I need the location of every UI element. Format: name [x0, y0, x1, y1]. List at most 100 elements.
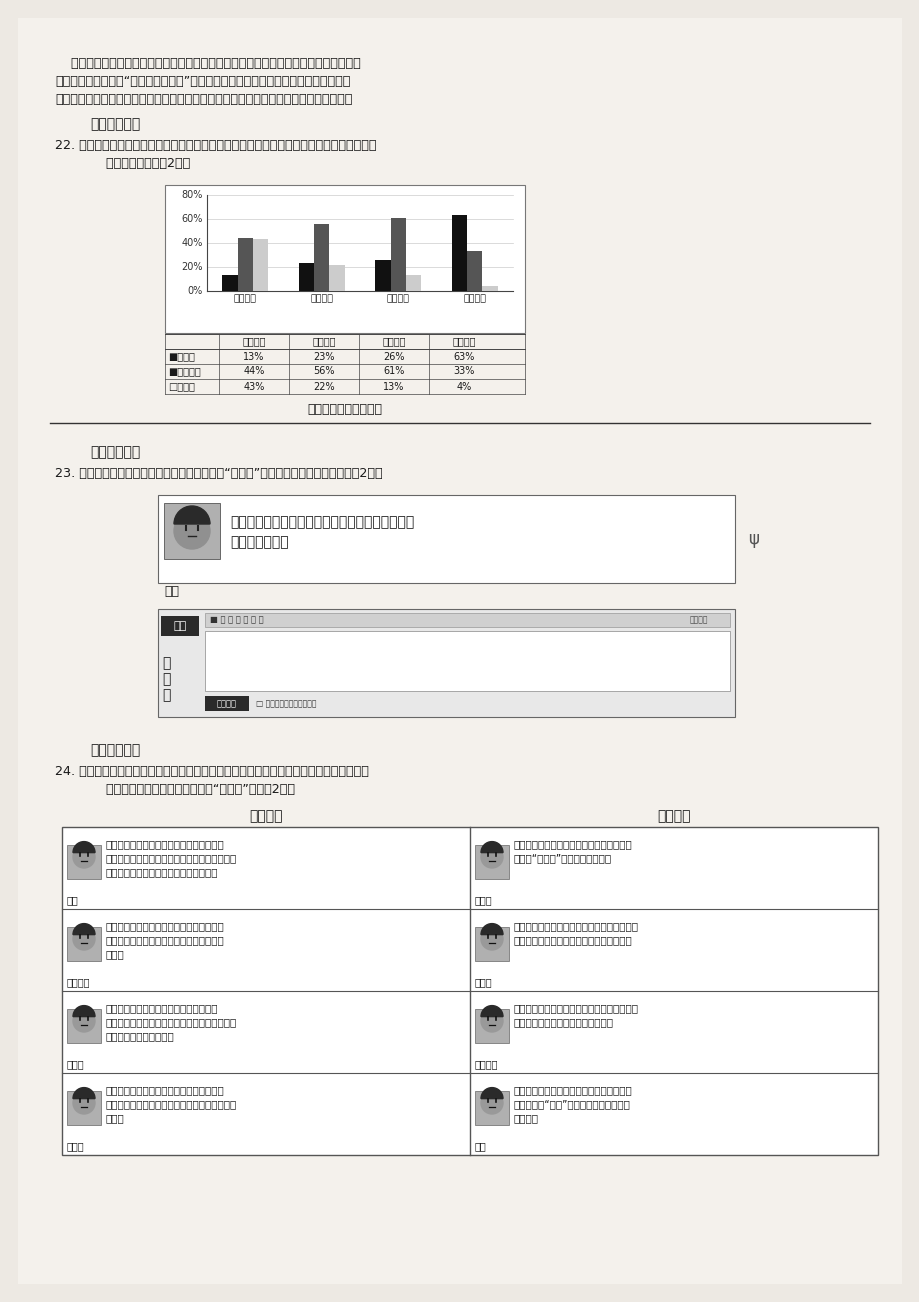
Text: □不喜欢: □不喜欢: [168, 381, 195, 392]
Text: 0%: 0%: [187, 286, 203, 296]
Text: 小秃乙: 小秃乙: [67, 1059, 85, 1069]
Circle shape: [73, 928, 95, 950]
Text: 言情小说: 言情小说: [312, 336, 335, 346]
FancyBboxPatch shape: [67, 845, 101, 879]
Text: 文学名著: 文学名著: [242, 336, 266, 346]
Circle shape: [481, 928, 503, 950]
Text: 项目完全不可理解，从成功里面提取费用，把本: 项目完全不可理解，从成功里面提取费用，把本: [106, 1017, 237, 1027]
Bar: [237, 238, 253, 292]
Text: 有趣，聊明和尚，还那么多么多情。: 有趣，聊明和尚，还那么多么多情。: [514, 1017, 613, 1027]
Bar: [222, 276, 237, 292]
FancyBboxPatch shape: [164, 503, 220, 559]
FancyBboxPatch shape: [205, 631, 729, 691]
Text: 22. 有同学在论坛里发起了关于阅读兴趣的调查，得到以下材料。请仔细阅读表格中的数据，: 22. 有同学在论坛里发起了关于阅读兴趣的调查，得到以下材料。请仔细阅读表格中的…: [55, 139, 376, 152]
Wedge shape: [73, 1005, 95, 1017]
Text: 作者是在映射当时英国政坛上各派别利和境: 作者是在映射当时英国政坛上各派别利和境: [106, 921, 224, 931]
Text: 打酷油满: 打酷油满: [67, 976, 90, 987]
Text: 来成大器，这很不正常。: 来成大器，这很不正常。: [106, 1031, 175, 1042]
FancyBboxPatch shape: [474, 927, 508, 961]
FancyBboxPatch shape: [67, 1091, 101, 1125]
FancyBboxPatch shape: [67, 927, 101, 961]
Text: 言情小说: 言情小说: [310, 294, 333, 303]
Wedge shape: [481, 1005, 503, 1017]
Wedge shape: [174, 506, 210, 523]
Text: 漫画漫画: 漫画漫画: [452, 336, 475, 346]
Text: ■很喜欢: ■很喜欢: [168, 352, 195, 362]
Bar: [391, 217, 405, 292]
Text: 《大话西游》里面的唐咀，那才真是笑啊，会: 《大话西游》里面的唐咀，那才真是笑啊，会: [514, 921, 639, 931]
Circle shape: [73, 1010, 95, 1032]
Text: 互联网络越来越普及，网络已成为人们重要的交流平台。语文课上，老师引导同学们阅: 互联网络越来越普及，网络已成为人们重要的交流平台。语文课上，老师引导同学们阅: [55, 57, 360, 70]
Bar: [467, 251, 482, 292]
Text: 《西游记》里面唐肃实在极其无能，连小妙: 《西游记》里面唐肃实在极其无能，连小妙: [514, 838, 632, 849]
Text: ψ: ψ: [747, 530, 758, 548]
Text: 路过: 路过: [67, 894, 79, 905]
Wedge shape: [481, 923, 503, 935]
Text: 打酷油满: 打酷油满: [474, 1059, 498, 1069]
Circle shape: [481, 846, 503, 868]
Text: 恐怖故事: 恐怖故事: [381, 336, 405, 346]
Circle shape: [481, 1092, 503, 1115]
FancyBboxPatch shape: [205, 613, 729, 628]
Wedge shape: [73, 841, 95, 853]
Text: 文学名著: 文学名著: [233, 294, 256, 303]
Text: 我在《新民周刊》上看到，胡居入先生谈唐: 我在《新民周刊》上看到，胡居入先生谈唐: [514, 1085, 632, 1095]
Circle shape: [481, 1010, 503, 1032]
Text: 天才的山栋和抗争，看到这些那里，我就那么大: 天才的山栋和抗争，看到这些那里，我就那么大: [106, 1099, 237, 1109]
Text: 【网络讨论】: 【网络讨论】: [90, 445, 140, 460]
Text: 22%: 22%: [312, 381, 335, 392]
Text: 13%: 13%: [243, 352, 265, 362]
Text: 成仙度人，天天啥里啧啧，您慢慢慢慢了。: 成仙度人，天天啥里啧啧，您慢慢慢慢了。: [514, 935, 632, 945]
Bar: [329, 264, 345, 292]
FancyBboxPatch shape: [62, 827, 877, 1155]
FancyBboxPatch shape: [474, 845, 508, 879]
Text: 43%: 43%: [243, 381, 265, 392]
Text: 33%: 33%: [453, 366, 474, 376]
Text: 复: 复: [162, 672, 170, 686]
Text: 44%: 44%: [243, 366, 265, 376]
Text: 看了个网络小说《浪子传》，里面的唐咀真是: 看了个网络小说《浪子传》，里面的唐咀真是: [514, 1003, 639, 1013]
Text: 23. 小宁同学在论坛里发了下面的帖子，请你在“回复框”中励说她积极地阅读名著。（2分）: 23. 小宁同学在论坛里发了下面的帖子，请你在“回复框”中励说她积极地阅读名著。…: [55, 467, 382, 480]
Text: 中学生阅读兴趣统计表: 中学生阅读兴趣统计表: [307, 404, 382, 417]
Text: 性会回“惊到我”，一本事也没有。: 性会回“惊到我”，一本事也没有。: [514, 853, 611, 863]
Text: 小宁: 小宁: [164, 585, 179, 598]
Text: 回: 回: [162, 656, 170, 671]
Text: 26%: 26%: [383, 352, 404, 362]
Circle shape: [73, 846, 95, 868]
Text: 小秃乙: 小秃乙: [474, 894, 492, 905]
Text: 框: 框: [162, 687, 170, 702]
Text: ■随便看看: ■随便看看: [168, 366, 200, 376]
Text: 说说你的发现。（2分）: 说说你的发现。（2分）: [90, 158, 190, 171]
Text: 路过: 路过: [474, 1141, 486, 1151]
Text: 行为实在太奇怪，通过挑帘了来隐訩官了，返回: 行为实在太奇怪，通过挑帘了来隐訩官了，返回: [106, 853, 237, 863]
Text: ■ 基 宋 明 宋 行 超: ■ 基 宋 明 宋 行 超: [210, 616, 264, 625]
Bar: [451, 215, 467, 292]
Bar: [313, 224, 329, 292]
Text: 我觉得名著都是长篇大论，读起来太费劲，还是看: 我觉得名著都是长篇大论，读起来太费劲，还是看: [230, 516, 414, 529]
Text: 还是想到了智马最高的马斯布拉，苏格兰那: 还是想到了智马最高的马斯布拉，苏格兰那: [106, 1085, 224, 1095]
Text: 【网络交流】: 【网络交流】: [90, 743, 140, 756]
Text: 格，他们之间的争斗在作者看来也是不可思: 格，他们之间的争斗在作者看来也是不可思: [106, 935, 224, 945]
Wedge shape: [73, 1087, 95, 1099]
FancyBboxPatch shape: [474, 1009, 508, 1043]
Text: 13%: 13%: [383, 381, 404, 392]
Text: 路人甲: 路人甲: [67, 1141, 85, 1151]
Text: 漫画漫画: 漫画漫画: [463, 294, 486, 303]
Text: 20%: 20%: [181, 262, 203, 272]
Bar: [482, 286, 497, 292]
Text: 漫画比较轻松。: 漫画比较轻松。: [230, 535, 289, 549]
FancyBboxPatch shape: [161, 616, 199, 635]
FancyBboxPatch shape: [18, 18, 901, 1284]
Text: 就名著阅读的问题进行交流。请你参加以下的活动。（答题时须使用规范的汉语言文字）: 就名著阅读的问题进行交流。请你参加以下的活动。（答题时须使用规范的汉语言文字）: [55, 92, 352, 105]
Text: 发帖: 发帖: [173, 621, 187, 631]
Circle shape: [174, 513, 210, 549]
Text: 路人甲: 路人甲: [474, 976, 492, 987]
Bar: [375, 260, 391, 292]
Text: 议的。: 议的。: [106, 949, 125, 960]
Text: 帖子组二: 帖子组二: [656, 809, 690, 823]
Bar: [253, 240, 268, 292]
Text: 帖子组一: 帖子组一: [249, 809, 282, 823]
Text: 一样啊。: 一样啊。: [514, 1113, 539, 1124]
FancyBboxPatch shape: [158, 495, 734, 583]
Circle shape: [73, 1092, 95, 1115]
